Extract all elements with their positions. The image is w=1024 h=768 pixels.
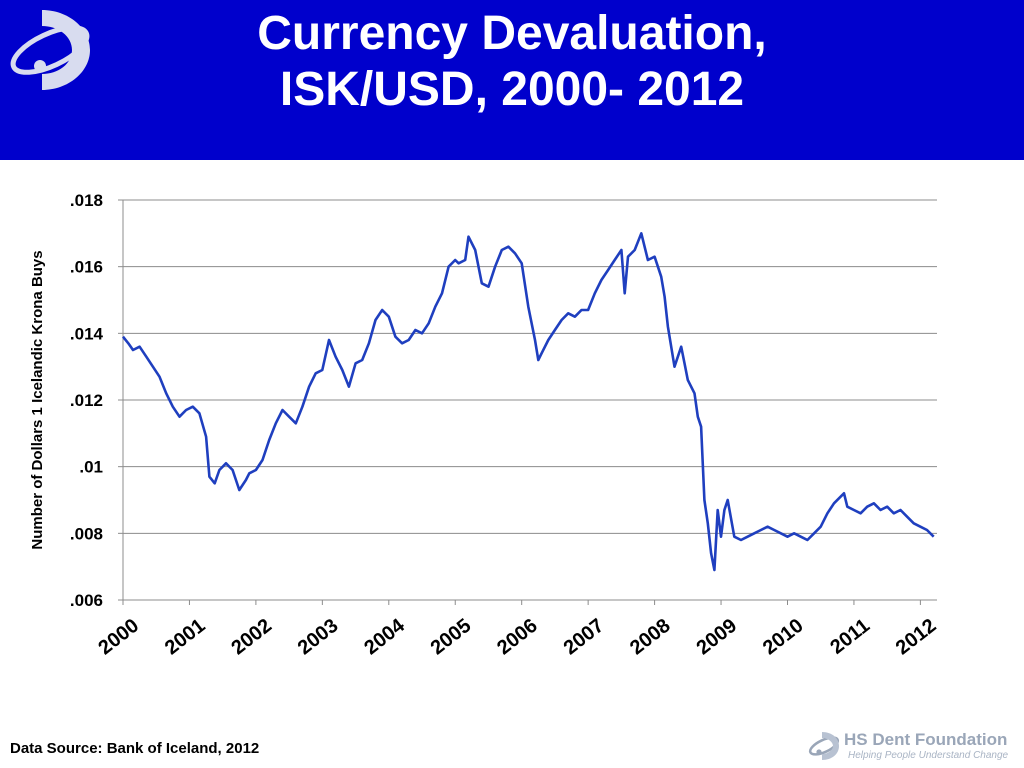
y-tick-label: .008: [70, 524, 103, 543]
hs-dent-small-swoosh-icon: [808, 732, 840, 760]
y-tick-label: .006: [70, 591, 103, 610]
title-banner: Currency Devaluation, ISK/USD, 2000- 201…: [0, 0, 1024, 160]
y-tick-label: .016: [70, 258, 103, 277]
x-tick-label: 2012: [892, 615, 941, 660]
footer-brand-logo: HS Dent Foundation Helping People Unders…: [806, 728, 1016, 764]
chart-grid: [123, 199, 937, 534]
y-tick-label: .018: [70, 191, 103, 210]
title-line-2: ISK/USD, 2000- 2012: [279, 63, 745, 116]
chart-series: [121, 232, 935, 572]
data-source-note: Data Source: Bank of Iceland, 2012: [10, 740, 260, 757]
x-tick-label: 2004: [360, 614, 409, 659]
x-tick-label: 2006: [493, 615, 542, 660]
brand-name: HS Dent Foundation: [844, 730, 1008, 749]
x-tick-label: 2007: [560, 615, 609, 660]
line-chart: .006 .008 .01 .012 .014 .016 .018 2000 2001 2002…: [29, 191, 940, 659]
y-tick-label: .012: [70, 391, 103, 410]
x-tick-label: 2008: [626, 615, 675, 660]
x-tick-label: 2002: [227, 615, 276, 660]
x-tick-label: 2005: [427, 615, 476, 660]
x-tick-label: 2011: [826, 615, 874, 659]
series-line: [121, 232, 935, 572]
x-tick-labels: 2000 2001 2002 2003 2004 2005 2006 2007 2008 2009…: [94, 614, 940, 659]
title-line-1: Currency Devaluation,: [257, 7, 767, 60]
brand-tagline: Helping People Understand Change: [848, 750, 1009, 761]
page-title: Currency Devaluation, ISK/USD, 2000- 201…: [0, 6, 1024, 118]
y-tick-label: .014: [70, 324, 104, 343]
x-tick-label: 2000: [94, 615, 143, 660]
x-tick-label: 2001: [161, 615, 210, 660]
x-tick-label: 2009: [693, 615, 742, 660]
y-axis-label: Number of Dollars 1 Icelandic Krona Buys: [29, 250, 46, 549]
x-tick-label: 2010: [759, 615, 808, 660]
hs-dent-swoosh-icon: [10, 10, 90, 90]
chart-axes: [118, 199, 937, 605]
y-tick-labels: .006 .008 .01 .012 .014 .016 .018: [70, 191, 104, 610]
x-tick-label: 2003: [294, 615, 343, 660]
y-tick-label: .01: [79, 458, 103, 477]
